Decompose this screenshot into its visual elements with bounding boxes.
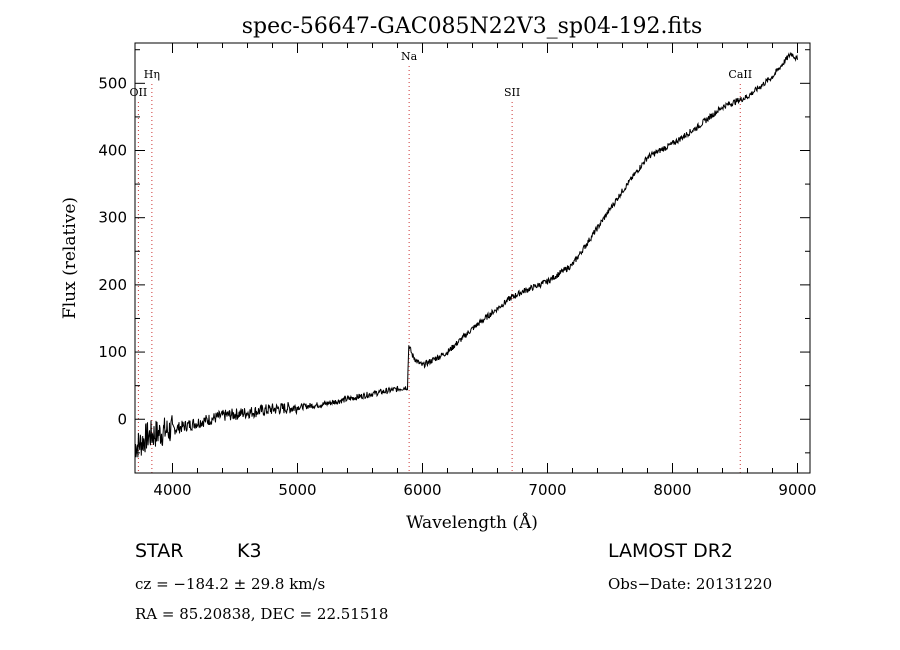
- x-tick-label: 4000: [153, 481, 191, 499]
- chart-title: spec-56647-GAC085N22V3_sp04-192.fits: [242, 14, 703, 39]
- obs-date: Obs−Date: 20131220: [608, 575, 773, 593]
- y-axis-label: Flux (relative): [60, 197, 80, 319]
- spectral-line-label: OII: [130, 86, 148, 99]
- x-tick-label: 6000: [403, 481, 441, 499]
- spectral-line-label: CaII: [728, 68, 752, 81]
- spectral-line-markers: Hη OII Na SII CaII: [130, 50, 752, 473]
- x-axis-label: Wavelength (Å): [406, 512, 538, 533]
- object-type: STAR: [135, 540, 184, 562]
- x-tick-label: 9000: [778, 481, 816, 499]
- x-tick-label: 5000: [278, 481, 316, 499]
- x-tick-label: 8000: [653, 481, 691, 499]
- y-tick-label: 500: [98, 74, 127, 92]
- y-tick-label: 400: [98, 142, 127, 160]
- survey-name: LAMOST DR2: [608, 540, 733, 562]
- spectral-line-label: SII: [504, 86, 520, 99]
- spectrum-line: [134, 51, 798, 458]
- subclass: K3: [237, 540, 262, 562]
- coordinates: RA = 85.20838, DEC = 22.51518: [135, 605, 389, 623]
- y-tick-label: 100: [98, 343, 127, 361]
- spectral-line-label: Hη: [144, 68, 160, 81]
- y-tick-label: 0: [117, 410, 127, 428]
- redshift-info: cz = −184.2 ± 29.8 km/s: [135, 575, 326, 593]
- x-tick-label: 7000: [528, 481, 566, 499]
- spectral-line-label: Na: [401, 50, 418, 63]
- y-tick-label: 200: [98, 276, 127, 294]
- plot-axes: 4000 5000 6000 7000 8000 9000 0 100 200 300 400 500: [98, 42, 817, 499]
- y-tick-label: 300: [98, 209, 127, 227]
